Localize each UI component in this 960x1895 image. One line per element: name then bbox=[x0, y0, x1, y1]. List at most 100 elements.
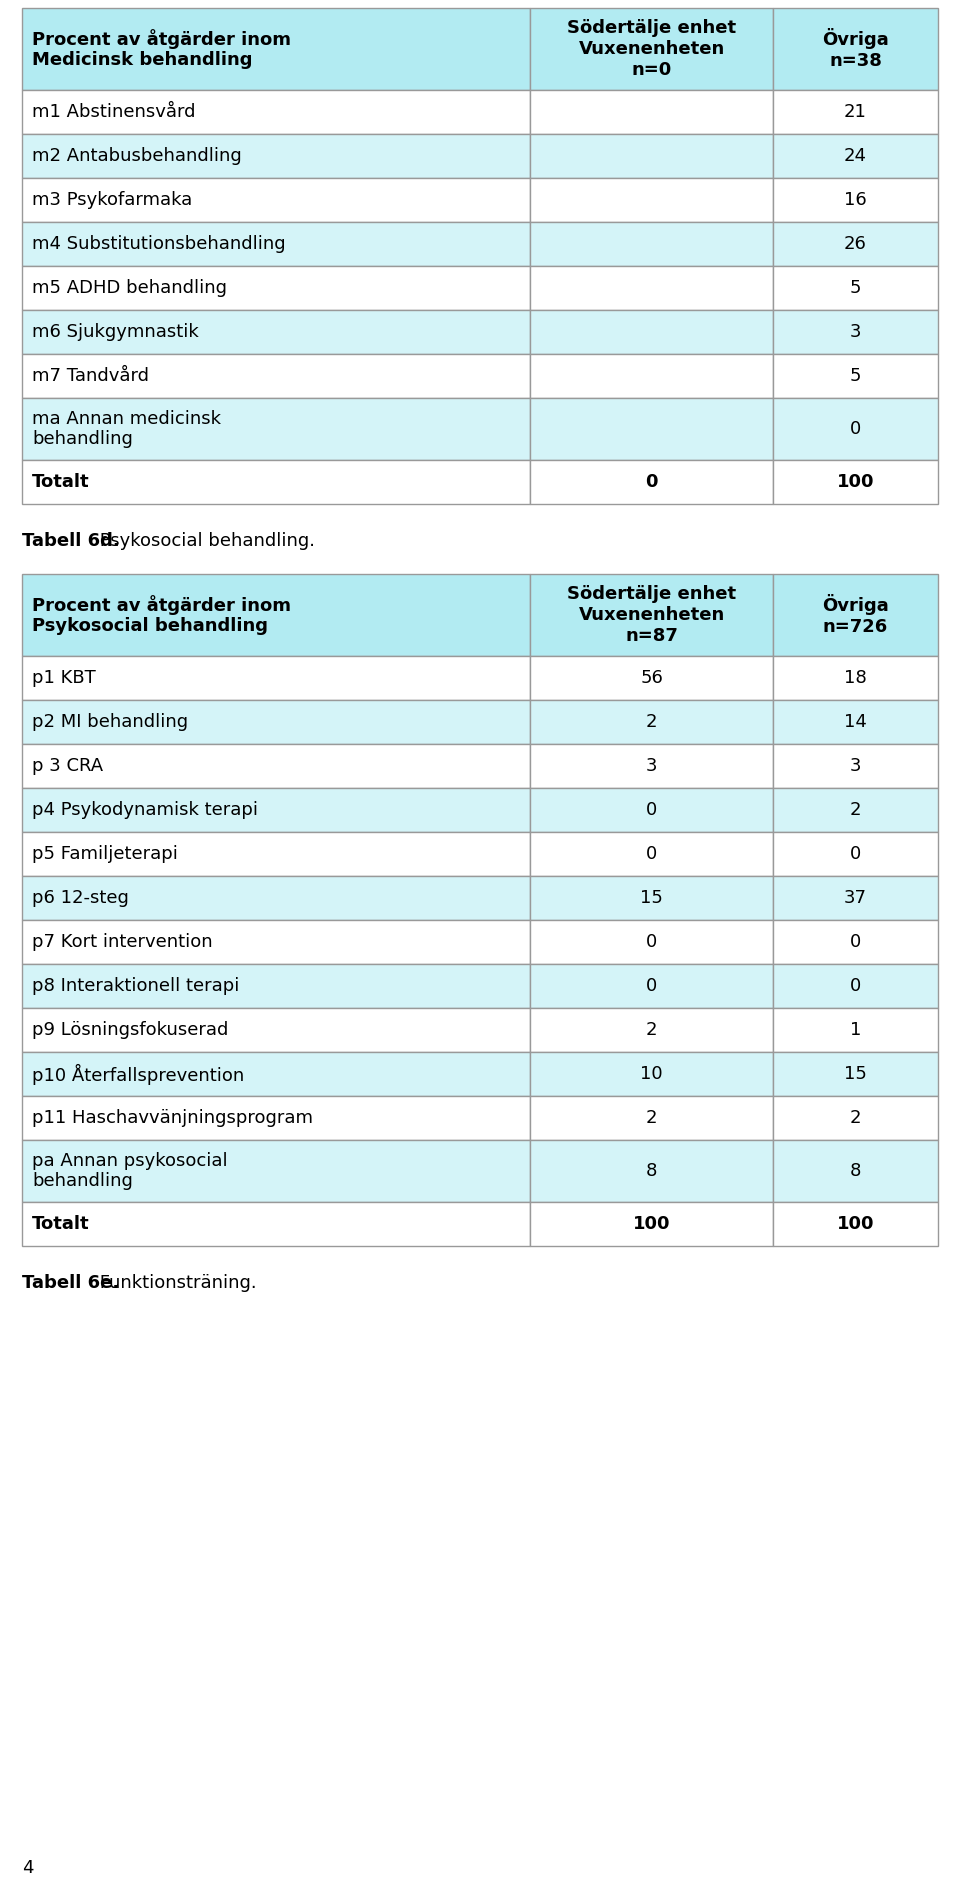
Text: 0: 0 bbox=[646, 932, 658, 951]
Bar bbox=[22, 1052, 530, 1095]
Bar bbox=[773, 1141, 938, 1201]
Text: 0: 0 bbox=[850, 421, 861, 438]
Bar bbox=[22, 965, 530, 1008]
Text: 2: 2 bbox=[646, 1021, 658, 1038]
Bar bbox=[530, 460, 773, 504]
Text: m2 Antabusbehandling: m2 Antabusbehandling bbox=[32, 148, 242, 165]
Text: Funktionsträning.: Funktionsträning. bbox=[94, 1273, 256, 1292]
Text: Södertälje enhet
Vuxenenheten
n=0: Södertälje enhet Vuxenenheten n=0 bbox=[567, 19, 736, 80]
Bar bbox=[22, 178, 530, 222]
Bar bbox=[22, 919, 530, 965]
Bar bbox=[530, 574, 773, 656]
Text: 21: 21 bbox=[844, 102, 867, 121]
Text: 18: 18 bbox=[844, 669, 867, 688]
Bar bbox=[22, 656, 530, 699]
Bar bbox=[773, 1095, 938, 1141]
Text: 5: 5 bbox=[850, 368, 861, 385]
Bar bbox=[773, 788, 938, 832]
Text: 2: 2 bbox=[850, 802, 861, 819]
Bar bbox=[773, 135, 938, 178]
Bar bbox=[773, 832, 938, 875]
Bar bbox=[530, 699, 773, 745]
Bar bbox=[530, 311, 773, 354]
Text: p2 MI behandling: p2 MI behandling bbox=[32, 713, 188, 731]
Bar bbox=[530, 1201, 773, 1247]
Text: 1: 1 bbox=[850, 1021, 861, 1038]
Text: p1 KBT: p1 KBT bbox=[32, 669, 96, 688]
Bar bbox=[22, 311, 530, 354]
Text: 100: 100 bbox=[837, 1215, 875, 1234]
Text: 3: 3 bbox=[850, 322, 861, 341]
Text: 10: 10 bbox=[640, 1065, 663, 1084]
Bar bbox=[530, 875, 773, 919]
Bar bbox=[530, 135, 773, 178]
Bar bbox=[773, 965, 938, 1008]
Text: m7 Tandvård: m7 Tandvård bbox=[32, 368, 149, 385]
Text: Södertälje enhet
Vuxenenheten
n=87: Södertälje enhet Vuxenenheten n=87 bbox=[567, 586, 736, 644]
Bar bbox=[530, 1141, 773, 1201]
Text: p 3 CRA: p 3 CRA bbox=[32, 756, 103, 775]
Bar bbox=[773, 89, 938, 135]
Bar bbox=[22, 398, 530, 460]
Text: 0: 0 bbox=[646, 802, 658, 819]
Text: Övriga
n=38: Övriga n=38 bbox=[822, 28, 889, 70]
Text: p4 Psykodynamisk terapi: p4 Psykodynamisk terapi bbox=[32, 802, 258, 819]
Bar bbox=[773, 178, 938, 222]
Text: m3 Psykofarmaka: m3 Psykofarmaka bbox=[32, 191, 192, 208]
Text: p8 Interaktionell terapi: p8 Interaktionell terapi bbox=[32, 978, 239, 995]
Bar bbox=[773, 222, 938, 265]
Text: 8: 8 bbox=[850, 1162, 861, 1181]
Bar bbox=[773, 460, 938, 504]
Bar bbox=[22, 8, 530, 89]
Text: Tabell 6e.: Tabell 6e. bbox=[22, 1273, 119, 1292]
Bar bbox=[773, 919, 938, 965]
Bar bbox=[530, 745, 773, 788]
Bar bbox=[22, 135, 530, 178]
Text: 3: 3 bbox=[850, 756, 861, 775]
Text: 37: 37 bbox=[844, 889, 867, 908]
Bar bbox=[22, 1201, 530, 1247]
Bar bbox=[530, 354, 773, 398]
Bar bbox=[773, 398, 938, 460]
Bar bbox=[22, 222, 530, 265]
Bar bbox=[773, 311, 938, 354]
Text: Övriga
n=726: Övriga n=726 bbox=[822, 595, 889, 637]
Bar bbox=[773, 745, 938, 788]
Bar bbox=[530, 832, 773, 875]
Text: 0: 0 bbox=[646, 978, 658, 995]
Bar bbox=[773, 265, 938, 311]
Bar bbox=[530, 919, 773, 965]
Bar bbox=[22, 699, 530, 745]
Text: 14: 14 bbox=[844, 713, 867, 731]
Text: Tabell 6d.: Tabell 6d. bbox=[22, 532, 120, 550]
Bar bbox=[22, 574, 530, 656]
Text: 0: 0 bbox=[850, 932, 861, 951]
Text: m1 Abstinensvård: m1 Abstinensvård bbox=[32, 102, 196, 121]
Bar bbox=[530, 965, 773, 1008]
Bar bbox=[773, 574, 938, 656]
Bar bbox=[22, 460, 530, 504]
Text: p11 Haschavvänjningsprogram: p11 Haschavvänjningsprogram bbox=[32, 1109, 313, 1128]
Bar bbox=[22, 89, 530, 135]
Bar bbox=[773, 1008, 938, 1052]
Bar bbox=[22, 1095, 530, 1141]
Bar bbox=[530, 1095, 773, 1141]
Bar bbox=[22, 265, 530, 311]
Text: Psykosocial behandling.: Psykosocial behandling. bbox=[94, 532, 315, 550]
Bar bbox=[530, 178, 773, 222]
Text: p10 Återfallsprevention: p10 Återfallsprevention bbox=[32, 1063, 244, 1084]
Text: 26: 26 bbox=[844, 235, 867, 254]
Bar bbox=[22, 745, 530, 788]
Text: 5: 5 bbox=[850, 279, 861, 298]
Text: 2: 2 bbox=[850, 1109, 861, 1128]
Text: 0: 0 bbox=[646, 845, 658, 862]
Text: m6 Sjukgymnastik: m6 Sjukgymnastik bbox=[32, 322, 199, 341]
Bar bbox=[530, 8, 773, 89]
Text: 100: 100 bbox=[633, 1215, 670, 1234]
Text: 2: 2 bbox=[646, 713, 658, 731]
Bar bbox=[530, 1052, 773, 1095]
Text: 8: 8 bbox=[646, 1162, 658, 1181]
Bar bbox=[530, 788, 773, 832]
Bar bbox=[773, 656, 938, 699]
Text: 15: 15 bbox=[844, 1065, 867, 1084]
